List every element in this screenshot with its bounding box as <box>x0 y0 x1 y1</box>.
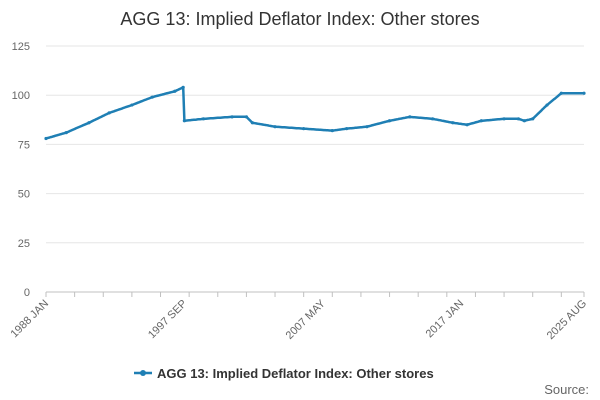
data-point[interactable] <box>451 121 455 125</box>
data-point[interactable] <box>531 117 535 121</box>
y-tick-label: 50 <box>18 189 30 201</box>
x-axis-ticks: 1988 JAN 1997 SEP 2007 MAY 2017 JAN 2025 AUG <box>8 292 589 342</box>
data-point[interactable] <box>408 115 412 119</box>
data-point[interactable] <box>244 115 249 119</box>
y-tick-label: 25 <box>18 238 30 250</box>
x-tick-label: 1988 JAN <box>8 298 51 341</box>
data-point[interactable] <box>201 117 206 121</box>
data-point[interactable] <box>345 127 349 131</box>
data-point[interactable] <box>250 121 254 125</box>
data-point[interactable] <box>545 103 549 107</box>
data-point[interactable] <box>582 91 586 95</box>
data-point[interactable] <box>387 119 392 123</box>
data-point[interactable] <box>365 125 369 129</box>
data-point[interactable] <box>130 103 134 107</box>
x-tick-label: 2017 JAN <box>424 298 467 341</box>
y-tick-label: 100 <box>12 90 30 102</box>
grid <box>46 45 584 293</box>
source-label: Source: <box>544 382 589 397</box>
legend[interactable]: AGG 13: Implied Deflator Index: Other st… <box>134 366 434 381</box>
legend-entry-label: AGG 13: Implied Deflator Index: Other st… <box>157 366 434 381</box>
data-point[interactable] <box>181 85 185 89</box>
data-point[interactable] <box>64 130 68 135</box>
y-tick-label: 0 <box>24 287 30 299</box>
series-layer <box>44 85 586 141</box>
data-point[interactable] <box>44 136 48 141</box>
data-point[interactable] <box>273 125 277 129</box>
chart-title: AGG 13: Implied Deflator Index: Other st… <box>120 9 479 29</box>
y-tick-label: 75 <box>18 139 30 151</box>
data-point[interactable] <box>150 95 154 99</box>
data-point[interactable] <box>502 117 506 121</box>
x-tick-label: 1997 SEP <box>146 298 190 342</box>
data-point[interactable] <box>182 119 186 123</box>
data-point[interactable] <box>107 111 111 115</box>
data-point[interactable] <box>522 119 526 123</box>
data-point[interactable] <box>430 117 435 121</box>
series-line[interactable] <box>45 86 585 140</box>
y-axis-ticks: 0 25 50 75 100 125 <box>12 41 30 299</box>
x-tick-label: 2007 MAY <box>284 297 329 342</box>
data-point[interactable] <box>302 127 306 131</box>
data-point[interactable] <box>173 89 177 93</box>
data-point[interactable] <box>559 91 563 95</box>
x-tick-label: 2025 AUG <box>545 298 589 342</box>
data-point[interactable] <box>465 123 469 127</box>
data-point[interactable] <box>516 117 520 121</box>
data-point[interactable] <box>330 129 334 133</box>
data-point[interactable] <box>87 121 91 125</box>
legend-marker <box>140 370 146 376</box>
data-point[interactable] <box>230 115 234 119</box>
y-tick-label: 125 <box>12 41 30 53</box>
data-point[interactable] <box>479 119 484 123</box>
